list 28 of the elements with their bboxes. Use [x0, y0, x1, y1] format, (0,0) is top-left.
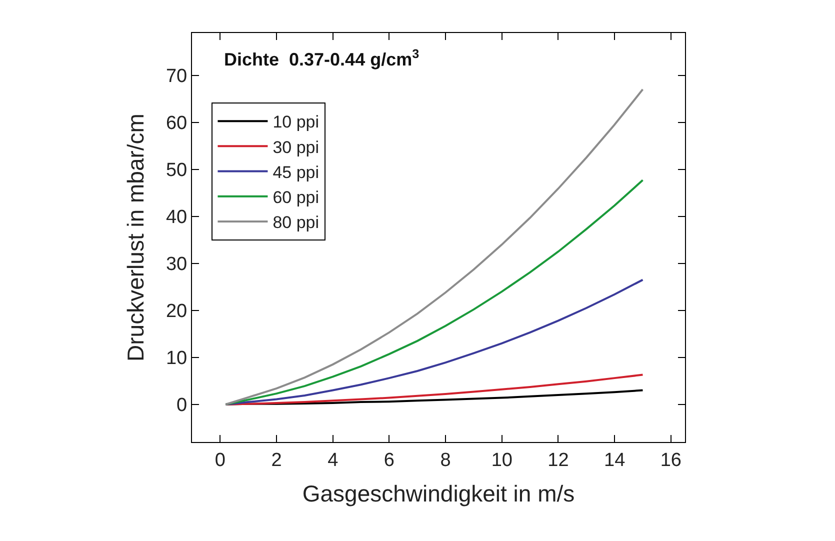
line-series: [224, 374, 644, 406]
line-series: [224, 278, 644, 406]
x-tick-label: 4: [328, 450, 339, 471]
y-tick-label: 20: [166, 301, 188, 322]
y-tick-label: 0: [176, 395, 188, 416]
legend-label: 10 ppi: [272, 112, 320, 132]
legend-label: 80 ppi: [272, 213, 320, 232]
x-tick-label: 8: [440, 450, 451, 471]
y-tick-label: 30: [166, 254, 188, 276]
x-axis-title: Gasgeschwindigkeit in m/s: [302, 480, 575, 506]
legend-label: 60 ppi: [272, 188, 320, 208]
y-tick-label: 70: [166, 66, 188, 87]
y-tick-label: 10: [166, 348, 188, 370]
y-tick-label: 50: [166, 160, 188, 181]
x-tick-label: 10: [491, 450, 512, 471]
x-tick-label: 2: [271, 450, 282, 471]
legend-label: 30 ppi: [272, 138, 320, 157]
y-tick-label: 40: [166, 206, 188, 228]
x-tick-label: 12: [548, 450, 569, 471]
x-tick-label: 0: [214, 450, 226, 471]
annotation: Dichte 0.37-0.44 g/cm$^{3}$: [224, 47, 420, 70]
x-tick-label: 14: [604, 450, 626, 471]
line-series: [224, 88, 644, 406]
x-tick-label: 16: [660, 450, 682, 471]
x-tick-label: 6: [384, 450, 394, 471]
legend-label: 45 ppi: [272, 162, 320, 182]
y-axis-title: Druckverlust in mbar/cm: [122, 114, 148, 362]
y-tick-label: 60: [166, 112, 188, 134]
